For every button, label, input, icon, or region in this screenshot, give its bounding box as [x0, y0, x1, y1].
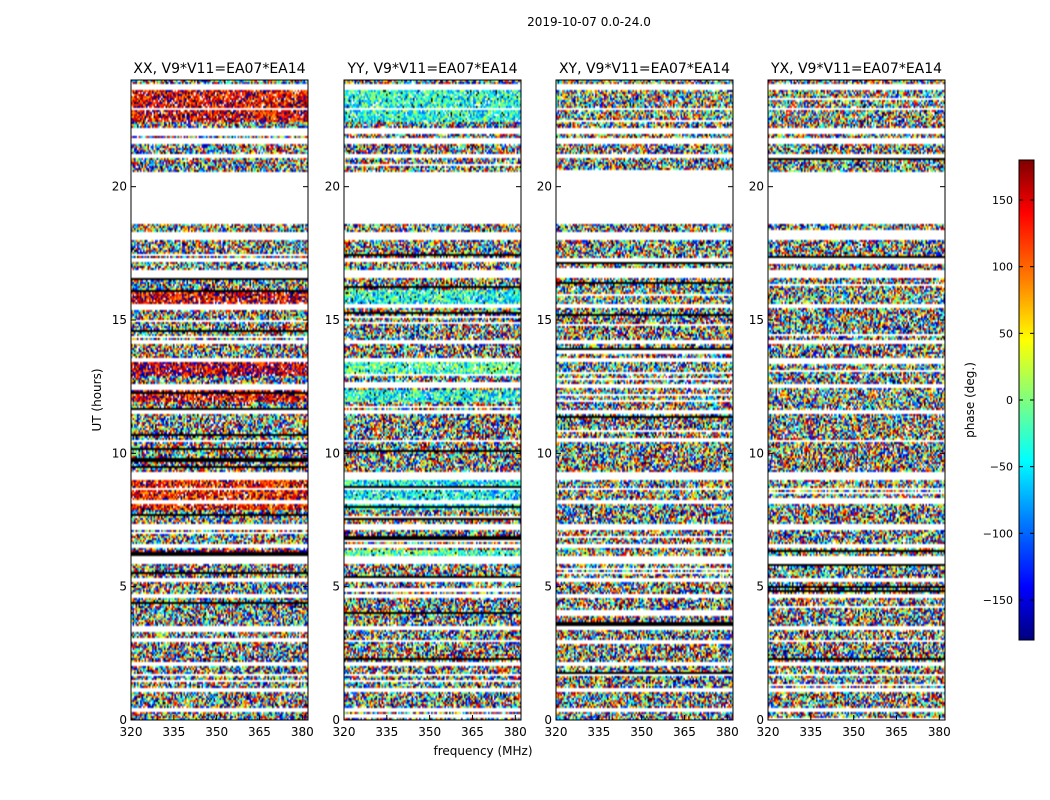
colorbar-tick-label: −150 — [983, 594, 1013, 607]
y-tick-label: 0 — [119, 713, 127, 727]
plot-frame — [343, 79, 522, 721]
colorbar-tick-label: −50 — [990, 461, 1013, 474]
colorbar-tick-label: 100 — [992, 261, 1013, 274]
y-tick-label: 0 — [332, 713, 340, 727]
x-tick-label: 365 — [248, 725, 271, 739]
plot-frame — [767, 79, 946, 721]
panel-1: XX, V9*V11=EA07*EA14 0 5 10 15 20 320 335 350 365… — [112, 61, 314, 739]
panel-title: XX, V9*V11=EA07*EA14 — [133, 61, 305, 77]
phase-heatmap — [768, 80, 945, 720]
figure-suptitle: 2019-10-07 0.0-24.0 — [527, 15, 651, 29]
x-tick-label: 335 — [587, 725, 610, 739]
colorbar-label: phase (deg.) — [963, 362, 977, 438]
x-tick-label: 335 — [375, 725, 398, 739]
x-tick-label: 350 — [842, 725, 865, 739]
x-tick-label: 350 — [205, 725, 228, 739]
colorbar-tick-label: 50 — [999, 327, 1013, 340]
phase-heatmap — [131, 80, 308, 720]
x-axis-label: frequency (MHz) — [433, 744, 532, 758]
panel-3: XY, V9*V11=EA07*EA14 0 5 10 15 20 320 335 350 365… — [537, 61, 739, 739]
x-tick-label: 335 — [162, 725, 185, 739]
phase-heatmap — [344, 80, 521, 720]
colorbar-tick-label: 150 — [992, 194, 1013, 207]
x-tick-label: 380 — [504, 725, 527, 739]
phase-heatmap — [556, 80, 733, 720]
y-tick-label: 15 — [325, 313, 340, 327]
y-tick-label: 5 — [756, 580, 764, 594]
panel-4: YX, V9*V11=EA07*EA14 0 5 10 15 20 320 335 350 365… — [749, 61, 951, 739]
x-tick-label: 335 — [799, 725, 822, 739]
x-tick-label: 365 — [885, 725, 908, 739]
y-tick-label: 0 — [756, 713, 764, 727]
y-tick-label: 20 — [112, 180, 127, 194]
panel-title: YY, V9*V11=EA07*EA14 — [346, 61, 517, 77]
x-tick-label: 320 — [757, 725, 780, 739]
panel-2: YY, V9*V11=EA07*EA14 0 5 10 15 20 320 335 350 365… — [325, 61, 527, 739]
y-axis-label: UT (hours) — [90, 368, 104, 431]
colorbar-tick-label: 0 — [1006, 394, 1013, 407]
colorbar: 150 100 50 0 −50 −100 −150 phase (deg.) — [963, 159, 1035, 641]
y-tick-label: 10 — [112, 446, 127, 460]
y-tick-label: 10 — [325, 446, 340, 460]
y-tick-label: 0 — [544, 713, 552, 727]
x-tick-label: 320 — [120, 725, 143, 739]
x-tick-label: 350 — [630, 725, 653, 739]
y-tick-label: 5 — [119, 580, 127, 594]
y-tick-label: 10 — [537, 446, 552, 460]
panel-title: XY, V9*V11=EA07*EA14 — [559, 61, 730, 77]
y-tick-label: 10 — [749, 446, 764, 460]
y-tick-label: 15 — [112, 313, 127, 327]
y-tick-label: 5 — [544, 580, 552, 594]
y-tick-label: 20 — [325, 180, 340, 194]
y-tick-label: 15 — [537, 313, 552, 327]
x-tick-label: 320 — [545, 725, 568, 739]
panel-title: YX, V9*V11=EA07*EA14 — [770, 61, 942, 77]
y-tick-label: 5 — [332, 580, 340, 594]
x-tick-label: 380 — [716, 725, 739, 739]
y-tick-label: 15 — [749, 313, 764, 327]
y-tick-label: 20 — [749, 180, 764, 194]
x-tick-label: 380 — [928, 725, 951, 739]
x-tick-label: 365 — [461, 725, 484, 739]
x-tick-label: 365 — [673, 725, 696, 739]
colorbar-tick-label: −100 — [983, 527, 1013, 540]
plot-frame — [130, 79, 309, 721]
x-tick-label: 350 — [418, 725, 441, 739]
plot-frame — [555, 79, 734, 721]
y-tick-label: 20 — [537, 180, 552, 194]
x-tick-label: 380 — [291, 725, 314, 739]
x-tick-label: 320 — [333, 725, 356, 739]
